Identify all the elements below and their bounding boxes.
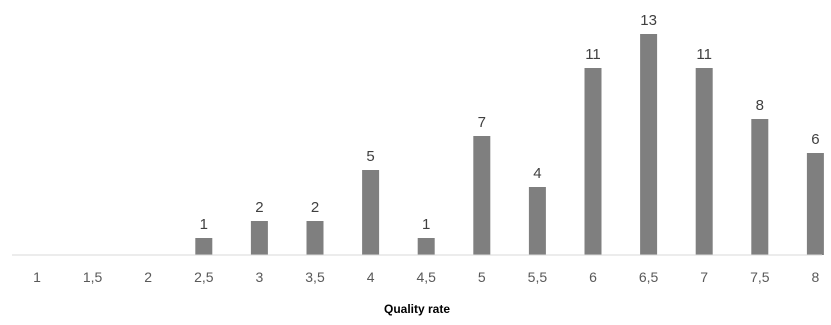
x-tick-label: 2,5 [194, 269, 214, 285]
bar-value-label: 1 [422, 216, 430, 233]
x-tick-label: 4 [367, 269, 375, 285]
bar [751, 119, 769, 255]
bar [806, 153, 824, 255]
x-tick-label: 5,5 [528, 269, 548, 285]
bar-value-label: 7 [478, 114, 486, 131]
x-tick-label: 1,5 [83, 269, 103, 285]
x-tick-label: 4,5 [416, 269, 436, 285]
x-tick-label: 3 [256, 269, 264, 285]
bar-value-label: 2 [255, 199, 263, 216]
bar-value-label: 11 [585, 46, 601, 63]
x-tick-label: 7 [700, 269, 708, 285]
bar [195, 238, 213, 255]
bar-value-label: 2 [311, 199, 319, 216]
x-axis-title: Quality rate [384, 302, 450, 316]
x-tick-label: 6 [589, 269, 597, 285]
bar-value-label: 8 [756, 97, 764, 114]
bar-value-label: 13 [640, 12, 657, 29]
bar [473, 136, 491, 255]
bar [584, 68, 602, 255]
value-labels-group: 1 2 2 5 1 7 4 11 13 11 8 6 [200, 12, 820, 233]
bar [528, 187, 546, 255]
bar [417, 238, 435, 255]
bar-value-label: 1 [200, 216, 208, 233]
x-tick-labels-group: 1 1,5 2 2,5 3 3,5 4 4,5 5 5,5 6 6,5 7 7,5 8 [33, 269, 819, 285]
x-tick-label: 6,5 [639, 269, 659, 285]
x-tick-label: 8 [812, 269, 820, 285]
x-tick-label: 5 [478, 269, 486, 285]
x-tick-label: 1 [33, 269, 41, 285]
bars-group [195, 34, 824, 255]
bar [250, 221, 268, 255]
bar-value-label: 5 [366, 148, 374, 165]
bar [362, 170, 380, 255]
bar-value-label: 11 [696, 46, 712, 63]
bar [306, 221, 324, 255]
x-tick-label: 2 [144, 269, 152, 285]
x-tick-label: 3,5 [305, 269, 325, 285]
x-tick-label: 7,5 [750, 269, 770, 285]
bar [640, 34, 658, 255]
bar [695, 68, 713, 255]
bar-value-label: 6 [811, 131, 819, 148]
bar-value-label: 4 [533, 165, 541, 182]
